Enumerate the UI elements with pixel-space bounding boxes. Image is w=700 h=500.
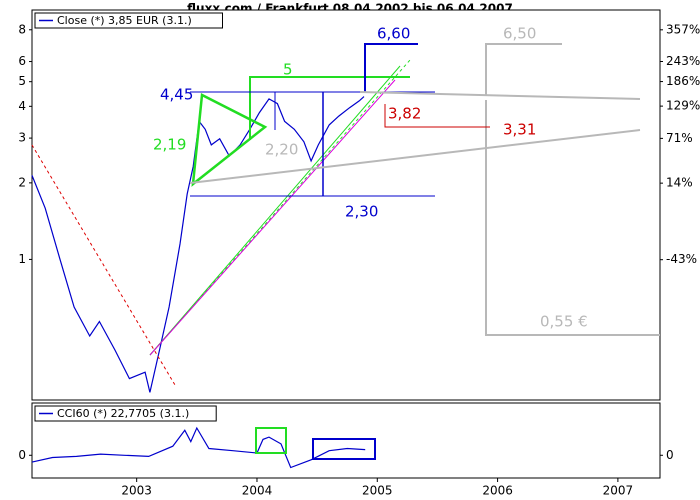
annotation: 2,30 <box>345 203 378 221</box>
y-tick-label: 5 <box>18 74 26 88</box>
y2-tick-label: 186% <box>666 74 700 88</box>
annotation: 2,20 <box>265 141 298 159</box>
x-tick-label: 2003 <box>121 484 152 498</box>
price-line <box>31 96 365 393</box>
triangle <box>191 93 268 187</box>
y2-tick-label: 357% <box>666 22 700 36</box>
annotations <box>31 43 660 460</box>
y2-tick-label: -43% <box>666 252 697 266</box>
y-tick-label: 8 <box>18 22 26 36</box>
legend-label: Close (*) 3,85 EUR (3.1.) <box>57 14 192 27</box>
trend-line <box>189 129 641 184</box>
y-tick-label: 1 <box>18 252 26 266</box>
y2-tick-label: 71% <box>666 131 693 145</box>
legend-box <box>34 405 217 422</box>
trend-line <box>149 79 396 356</box>
annotation: 4,45 <box>160 86 193 104</box>
x-tick-label: 2007 <box>603 484 634 498</box>
annotation: 6,60 <box>377 25 410 43</box>
trend-line <box>31 144 176 386</box>
y-tick-label: 3 <box>18 131 26 145</box>
y2-tick-label: 243% <box>666 54 700 68</box>
x-tick-label: 2005 <box>362 484 393 498</box>
y2-tick-label: 14% <box>666 176 693 190</box>
level-box <box>485 100 660 336</box>
trend-line <box>149 65 401 356</box>
panels: 1 2 3 4 5 6 8 357% 243% 186% 129% 71% 14% -43% Close (… <box>18 9 700 498</box>
level-box <box>249 76 410 140</box>
annotation: 5 <box>283 61 293 79</box>
annotation: 3,31 <box>503 121 536 139</box>
trend-line <box>359 91 641 100</box>
annotation: 6,50 <box>503 25 536 43</box>
legend-label: CCI60 (*) 22,7705 (3.1.) <box>57 407 189 420</box>
x-tick-label: 2006 <box>482 484 513 498</box>
highlight-box <box>312 438 376 460</box>
annotation: 2,19 <box>153 136 186 154</box>
annotation: 3,82 <box>388 105 421 123</box>
x-tick-label: 2004 <box>242 484 273 498</box>
level-box <box>384 104 490 128</box>
y-tick-label: 6 <box>18 54 26 68</box>
annotation: 0,55 € <box>540 313 588 331</box>
level-box <box>485 43 562 95</box>
y-tick-label: 4 <box>18 99 26 113</box>
highlight-box <box>255 427 287 454</box>
y-tick-label: 2 <box>18 175 26 189</box>
level-box <box>364 43 418 92</box>
legend-box <box>34 12 223 29</box>
y2-tick-label: 0 <box>666 448 674 462</box>
price-line <box>31 426 366 469</box>
y-tick-label: 0 <box>18 448 26 462</box>
y2-tick-label: 129% <box>666 99 700 113</box>
